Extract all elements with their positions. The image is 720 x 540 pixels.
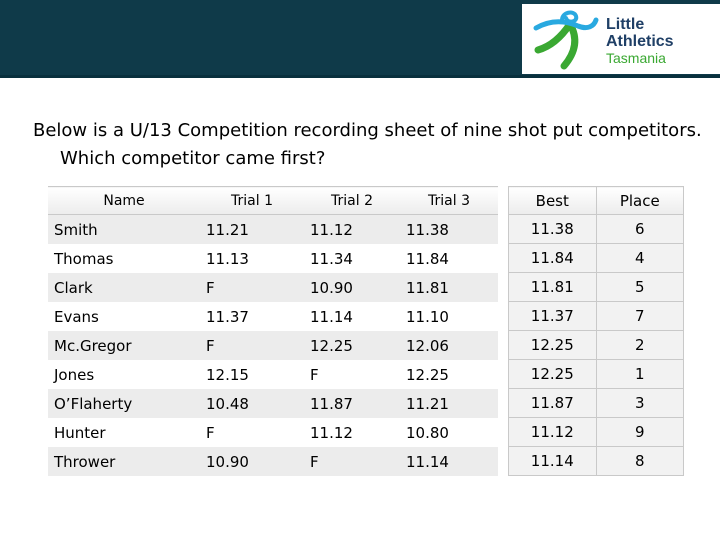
cell-place: 7 xyxy=(595,301,685,331)
logo-line-athletics: Athletics xyxy=(606,33,674,50)
results-table: Best Place 11.38 6 11.84 4 11.81 5 11.37… xyxy=(508,186,685,476)
little-athletics-logo: Little Athletics Tasmania xyxy=(522,4,720,74)
cell-trial-1: F xyxy=(200,418,304,447)
table-row: 11.12 9 xyxy=(508,417,685,447)
table-row: Clark F 10.90 11.81 xyxy=(48,273,498,302)
cell-place: 8 xyxy=(595,446,685,476)
cell-trial-2: 11.87 xyxy=(304,389,400,418)
cell-best: 11.37 xyxy=(508,301,597,331)
cell-place: 5 xyxy=(595,272,685,302)
cell-trial-3: 11.21 xyxy=(400,389,498,418)
cell-trial-2: 11.34 xyxy=(304,244,400,273)
table-row: Thrower 10.90 F 11.14 xyxy=(48,447,498,476)
logo-line-little: Little xyxy=(606,16,645,33)
cell-trial-3: 12.06 xyxy=(400,331,498,360)
cell-trial-2: 11.12 xyxy=(304,214,400,244)
table-row: Hunter F 11.12 10.80 xyxy=(48,418,498,447)
table-row: 11.81 5 xyxy=(508,272,685,302)
header-name: Name xyxy=(48,186,200,215)
header-place: Place xyxy=(595,186,685,215)
cell-trial-3: 11.14 xyxy=(400,447,498,476)
cell-trial-3: 10.80 xyxy=(400,418,498,447)
cell-place: 1 xyxy=(595,359,685,389)
cell-best: 11.38 xyxy=(508,214,597,244)
trials-header-row: Name Trial 1 Trial 2 Trial 3 xyxy=(48,186,498,215)
cell-name: O’Flaherty xyxy=(48,389,200,418)
cell-trial-1: 12.15 xyxy=(200,360,304,389)
cell-name: Evans xyxy=(48,302,200,331)
cell-trial-3: 11.10 xyxy=(400,302,498,331)
header-trial-3: Trial 3 xyxy=(400,186,498,215)
cell-name: Smith xyxy=(48,214,200,244)
table-row: O’Flaherty 10.48 11.87 11.21 xyxy=(48,389,498,418)
cell-trial-1: F xyxy=(200,331,304,360)
cell-best: 12.25 xyxy=(508,359,597,389)
table-row: 12.25 1 xyxy=(508,359,685,389)
cell-name: Mc.Gregor xyxy=(48,331,200,360)
table-row: 11.37 7 xyxy=(508,301,685,331)
cell-best: 12.25 xyxy=(508,330,597,360)
cell-place: 3 xyxy=(595,388,685,418)
cell-trial-3: 11.38 xyxy=(400,214,498,244)
cell-trial-3: 11.81 xyxy=(400,273,498,302)
cell-place: 2 xyxy=(595,330,685,360)
cell-best: 11.84 xyxy=(508,243,597,273)
cell-place: 4 xyxy=(595,243,685,273)
results-header-row: Best Place xyxy=(508,186,685,215)
cell-trial-1: F xyxy=(200,273,304,302)
cell-trial-3: 12.25 xyxy=(400,360,498,389)
table-row: 11.38 6 xyxy=(508,214,685,244)
table-row: Jones 12.15 F 12.25 xyxy=(48,360,498,389)
cell-trial-1: 10.48 xyxy=(200,389,304,418)
table-row: 11.84 4 xyxy=(508,243,685,273)
header-trial-1: Trial 1 xyxy=(200,186,304,215)
cell-trial-1: 11.21 xyxy=(200,214,304,244)
table-row: 11.87 3 xyxy=(508,388,685,418)
table-row: Mc.Gregor F 12.25 12.06 xyxy=(48,331,498,360)
cell-trial-2: 11.14 xyxy=(304,302,400,331)
cell-trial-1: 11.13 xyxy=(200,244,304,273)
question-text: Below is a U/13 Competition recording sh… xyxy=(33,120,702,169)
header-trial-2: Trial 2 xyxy=(304,186,400,215)
athlete-figure-icon xyxy=(533,10,599,70)
cell-trial-3: 11.84 xyxy=(400,244,498,273)
cell-place: 6 xyxy=(595,214,685,244)
table-row: Smith 11.21 11.12 11.38 xyxy=(48,214,498,244)
cell-name: Thrower xyxy=(48,447,200,476)
cell-trial-2: 12.25 xyxy=(304,331,400,360)
cell-place: 9 xyxy=(595,417,685,447)
table-row: 11.14 8 xyxy=(508,446,685,476)
cell-name: Clark xyxy=(48,273,200,302)
cell-name: Hunter xyxy=(48,418,200,447)
cell-trial-1: 10.90 xyxy=(200,447,304,476)
logo-line-tasmania: Tasmania xyxy=(606,50,666,66)
cell-name: Thomas xyxy=(48,244,200,273)
cell-best: 11.14 xyxy=(508,446,597,476)
cell-best: 11.87 xyxy=(508,388,597,418)
cell-trial-2: 10.90 xyxy=(304,273,400,302)
cell-trial-2: F xyxy=(304,360,400,389)
trials-table: Name Trial 1 Trial 2 Trial 3 Smith 11.21… xyxy=(48,186,498,476)
cell-name: Jones xyxy=(48,360,200,389)
cell-trial-1: 11.37 xyxy=(200,302,304,331)
header-best: Best xyxy=(508,186,597,215)
cell-trial-2: 11.12 xyxy=(304,418,400,447)
cell-best: 11.12 xyxy=(508,417,597,447)
cell-trial-2: F xyxy=(304,447,400,476)
table-row: Thomas 11.13 11.34 11.84 xyxy=(48,244,498,273)
logo-wordmark: Little Athletics Tasmania xyxy=(606,16,674,67)
table-row: Evans 11.37 11.14 11.10 xyxy=(48,302,498,331)
table-row: 12.25 2 xyxy=(508,330,685,360)
cell-best: 11.81 xyxy=(508,272,597,302)
